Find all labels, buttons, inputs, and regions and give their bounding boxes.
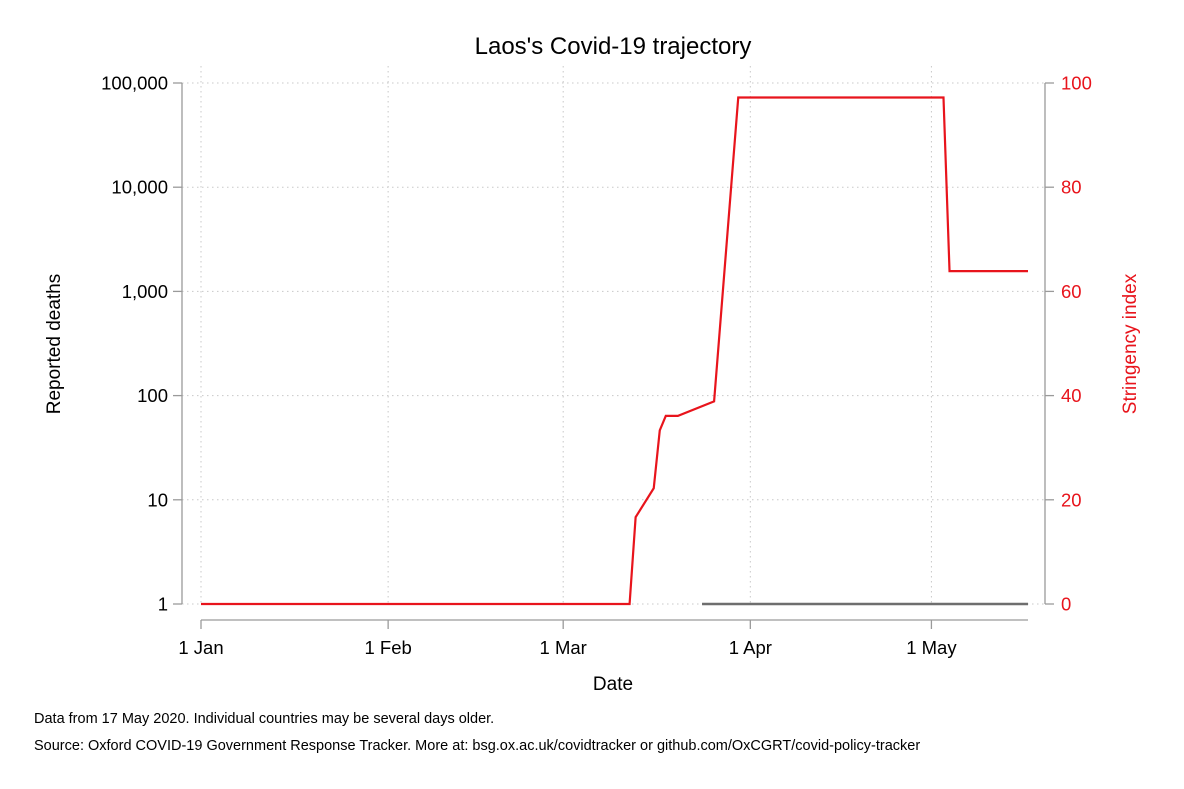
y-left-tick-label: 10 (147, 489, 168, 510)
series-layer (201, 96, 1028, 606)
y-axis-left-label: Reported deaths (44, 274, 65, 415)
y-right-tick-label: 20 (1061, 489, 1082, 510)
chart-title: Laos's Covid-19 trajectory (475, 33, 752, 60)
y-right-tick-label: 0 (1061, 594, 1071, 615)
y-axis-right-label: Stringency index (1120, 273, 1141, 414)
x-tick-label: 1 Feb (364, 637, 411, 658)
y-left-tick-label: 1,000 (122, 281, 168, 302)
footnote-source: Source: Oxford COVID-19 Government Respo… (34, 738, 921, 754)
stringency-index-line (201, 96, 1028, 606)
x-tick-label: 1 May (906, 637, 957, 658)
y-right-tick-label: 80 (1061, 177, 1082, 198)
axes: 1 10 100 1,000 10,000 100,000 0 20 40 60 80 100 1 Ja… (101, 73, 1092, 659)
grid-lines (182, 66, 1045, 605)
y-right-tick-label: 40 (1061, 385, 1082, 406)
footnote-data-date: Data from 17 May 2020. Individual countr… (34, 711, 495, 727)
y-left-tick-label: 10,000 (111, 177, 168, 198)
x-tick-label: 1 Jan (178, 637, 223, 658)
y-right-tick-label: 60 (1061, 281, 1082, 302)
y-left-tick-label: 1 (158, 594, 168, 615)
x-tick-label: 1 Mar (540, 637, 587, 658)
x-axis-label: Date (593, 674, 633, 695)
y-left-tick-label: 100,000 (101, 73, 168, 94)
y-right-tick-label: 100 (1061, 73, 1092, 94)
y-left-tick-label: 100 (137, 385, 168, 406)
x-tick-label: 1 Apr (729, 637, 772, 658)
